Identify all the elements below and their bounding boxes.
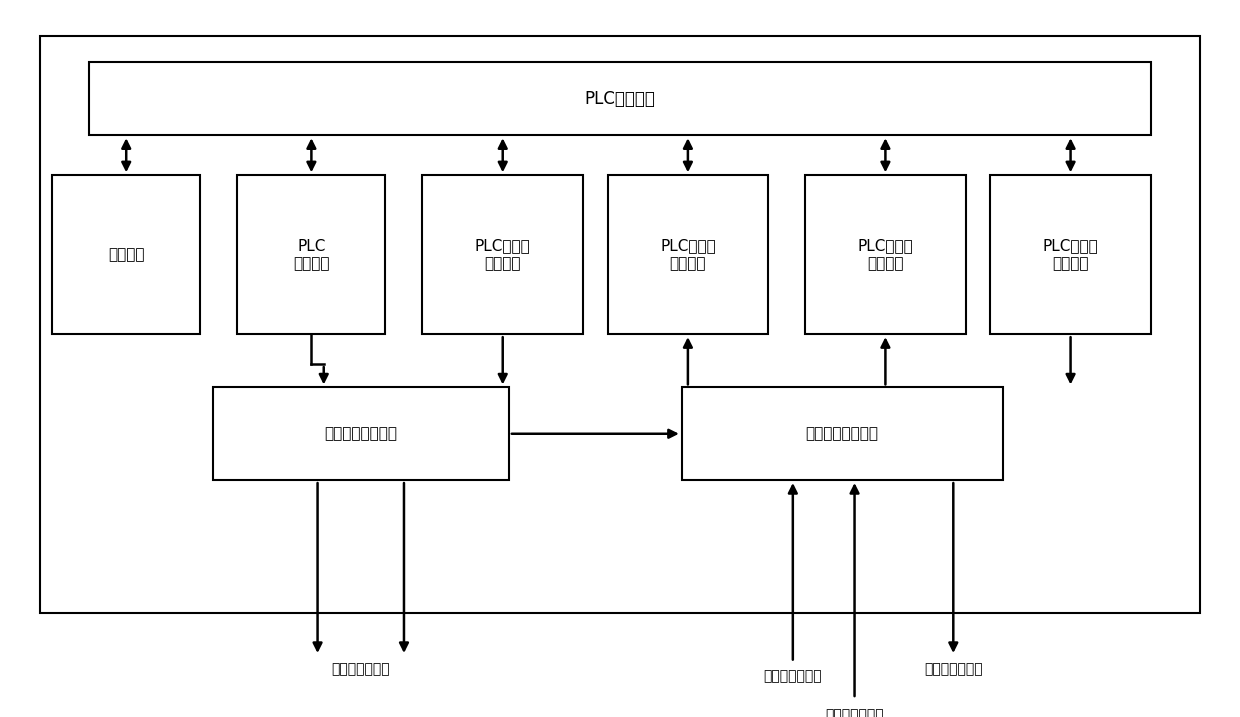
Bar — [991, 175, 1151, 334]
Text: PLC模拟量
输入模块: PLC模拟量 输入模块 — [858, 239, 914, 271]
Bar — [423, 175, 583, 334]
Bar — [52, 175, 201, 334]
Bar — [212, 387, 508, 480]
Text: 电源模块: 电源模块 — [108, 247, 145, 262]
Text: PLC数字量
输入模块: PLC数字量 输入模块 — [660, 239, 715, 271]
Text: 模拟量输出信号: 模拟量输出信号 — [924, 662, 982, 676]
Text: 模拟量输入信号: 模拟量输入信号 — [826, 708, 884, 717]
Text: 数字量输入信号: 数字量输入信号 — [764, 669, 822, 683]
Bar — [608, 175, 768, 334]
Bar — [89, 62, 1151, 136]
Text: PLC背板模块: PLC背板模块 — [584, 90, 656, 108]
Text: 信号调理电路模块: 信号调理电路模块 — [806, 426, 879, 441]
Bar — [237, 175, 386, 334]
Text: PLC模拟量
输出模块: PLC模拟量 输出模块 — [1043, 239, 1099, 271]
Text: PLC数字量
输出模块: PLC数字量 输出模块 — [475, 239, 531, 271]
Bar — [40, 36, 1200, 613]
Text: 大功率继电器模块: 大功率继电器模块 — [325, 426, 397, 441]
Bar — [805, 175, 966, 334]
Text: 数字量输出信号: 数字量输出信号 — [331, 662, 391, 676]
Text: PLC
主控模块: PLC 主控模块 — [293, 239, 330, 271]
Bar — [682, 387, 1003, 480]
